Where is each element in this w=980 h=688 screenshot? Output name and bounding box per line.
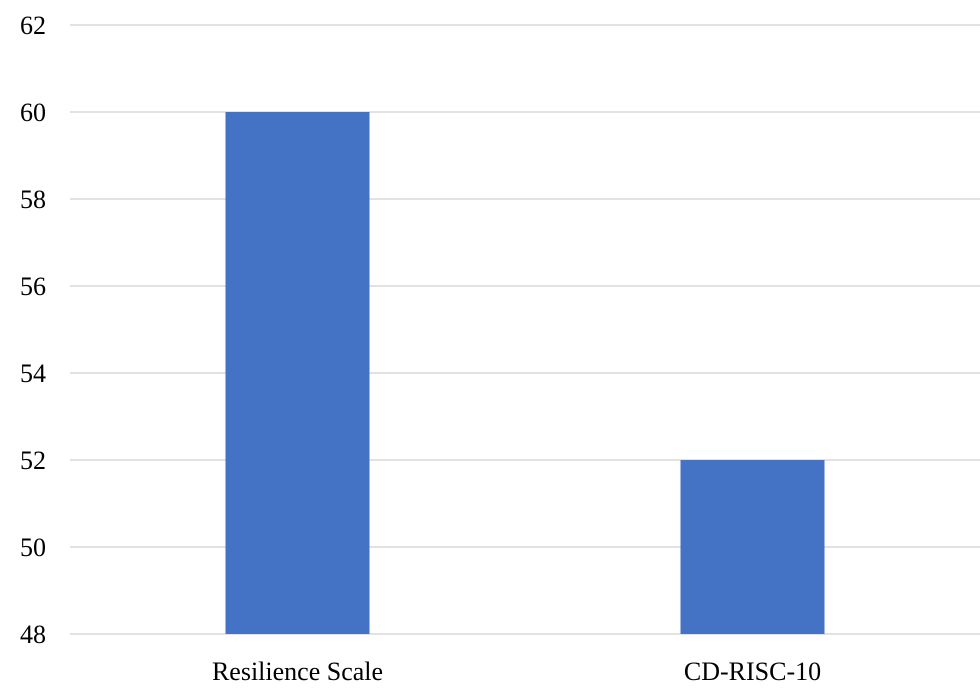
- y-tick-label: 56: [20, 272, 46, 301]
- gridlines: [70, 24, 980, 635]
- x-axis-tick-labels: Resilience Scale CD-RISC-10: [212, 657, 821, 686]
- y-tick-label: 60: [20, 98, 46, 127]
- y-tick-label: 58: [20, 185, 46, 214]
- y-tick-label: 54: [20, 359, 46, 388]
- bars: [225, 112, 825, 634]
- y-tick-label: 62: [20, 11, 46, 40]
- y-tick-label: 50: [20, 533, 46, 562]
- bar-resilience-scale: [225, 112, 370, 634]
- y-axis-tick-labels: 48 50 52 54 56 58 60 62: [20, 11, 46, 649]
- x-tick-label: Resilience Scale: [212, 657, 383, 686]
- bar-cd-risc-10: [680, 460, 825, 634]
- y-tick-label: 52: [20, 446, 46, 475]
- y-tick-label: 48: [20, 620, 46, 649]
- x-tick-label: CD-RISC-10: [684, 657, 821, 686]
